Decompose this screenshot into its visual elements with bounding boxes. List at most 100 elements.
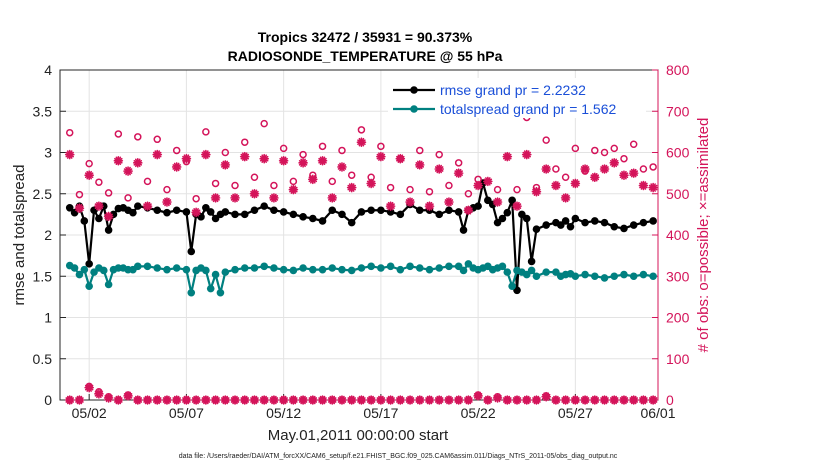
- x-tick-label: 05/22: [461, 405, 496, 421]
- obs-assimilated-point: [269, 395, 279, 405]
- obs-assimilated-point: [171, 395, 182, 405]
- obs-possible-point: [192, 194, 200, 203]
- obs-assimilated-point: [424, 395, 435, 405]
- obs-assimilated-point: [298, 395, 308, 405]
- obs-assimilated-point: [502, 151, 513, 162]
- obs-possible-point: [124, 194, 132, 202]
- obs-assimilated-point: [453, 168, 464, 178]
- obs-possible-point: [629, 140, 638, 148]
- data-point: [581, 270, 589, 279]
- y-tick-label-left: 1.5: [33, 268, 53, 284]
- obs-assimilated-point: [395, 395, 406, 405]
- obs-possible-point: [143, 177, 152, 186]
- data-point: [187, 247, 196, 256]
- data-point: [415, 206, 424, 215]
- obs-assimilated-point: [191, 207, 201, 218]
- data-point: [459, 266, 468, 275]
- data-point: [318, 265, 327, 274]
- obs-assimilated-point: [162, 395, 172, 405]
- y-tick-label-left: 1: [44, 310, 52, 326]
- obs-assimilated-point: [648, 395, 658, 405]
- data-point: [498, 214, 507, 223]
- data-point: [571, 272, 580, 281]
- y-tick-label-right: 400: [666, 227, 690, 243]
- obs-possible-point: [153, 135, 161, 144]
- data-point: [649, 272, 657, 281]
- obs-possible-point: [435, 150, 443, 159]
- data-point: [250, 264, 259, 272]
- obs-possible-point: [561, 173, 570, 181]
- obs-assimilated-point: [337, 162, 347, 172]
- data-point: [197, 213, 205, 221]
- obs-assimilated-point: [502, 395, 513, 405]
- obs-assimilated-point: [337, 395, 347, 405]
- data-point: [629, 272, 638, 281]
- data-point: [649, 217, 657, 225]
- obs-assimilated-point: [162, 197, 172, 207]
- data-point: [377, 264, 385, 272]
- data-point: [299, 213, 307, 221]
- obs-assimilated-point: [492, 197, 503, 207]
- grid: [60, 69, 659, 401]
- y-axis-left: 0 0.5 1 1.5 2 2.5 3 3.5 4: [33, 62, 66, 408]
- obs-possible-point: [542, 136, 550, 144]
- data-point: [85, 260, 93, 268]
- obs-assimilated-point: [376, 395, 386, 405]
- data-point: [445, 262, 453, 271]
- obs-assimilated-point: [531, 395, 542, 405]
- obs-possible-point: [260, 119, 268, 128]
- data-point: [211, 270, 220, 279]
- obs-assimilated-point: [181, 395, 192, 405]
- obs-assimilated-point: [492, 393, 503, 403]
- data-point: [80, 265, 89, 274]
- obs-assimilated-point: [385, 395, 396, 405]
- obs-possible-point: [591, 146, 599, 155]
- legend-label: rmse grand pr = 2.2232: [440, 82, 586, 98]
- y-tick-label-right: 300: [666, 268, 690, 284]
- y-tick-label-left: 2: [44, 227, 52, 243]
- data-point: [129, 208, 137, 217]
- obs-possible-point: [270, 181, 278, 190]
- data-point: [328, 206, 337, 215]
- obs-possible-point: [172, 146, 181, 155]
- obs-possible-point: [318, 142, 327, 151]
- obs-assimilated-point: [103, 393, 114, 403]
- y-tick-label-right: 600: [666, 145, 690, 161]
- data-point: [590, 217, 599, 225]
- data-point: [503, 208, 512, 217]
- obs-assimilated-point: [74, 395, 85, 405]
- obs-assimilated-point: [628, 395, 639, 405]
- y-tick-label-right: 200: [666, 310, 690, 326]
- obs-assimilated-point: [210, 395, 221, 405]
- data-point: [435, 210, 444, 219]
- obs-assimilated-point: [599, 395, 610, 405]
- obs-assimilated-point: [327, 395, 338, 405]
- obs-assimilated-point: [580, 164, 590, 174]
- data-point: [527, 266, 536, 275]
- obs-assimilated-point: [638, 395, 649, 405]
- data-point: [396, 210, 405, 219]
- obs-assimilated-point: [84, 170, 94, 180]
- obs-assimilated-point: [356, 395, 367, 405]
- obs-assimilated-point: [376, 151, 386, 162]
- data-point: [357, 264, 366, 272]
- obs-assimilated-point: [560, 193, 571, 203]
- data-point: [498, 262, 507, 271]
- obs-assimilated-point: [74, 203, 85, 213]
- data-point: [187, 288, 196, 297]
- obs-possible-point: [250, 173, 259, 181]
- data-point: [459, 226, 468, 234]
- data-point: [610, 222, 619, 231]
- obs-assimilated-point: [356, 137, 367, 147]
- y-tick-label-left: 4: [44, 62, 52, 78]
- data-point: [70, 208, 79, 217]
- x-tick-label: 05/27: [558, 405, 593, 421]
- data-point: [425, 265, 434, 274]
- obs-assimilated-point: [123, 166, 133, 176]
- footnote: data file: /Users/raeder/DAI/ATM_forcXX/…: [179, 453, 618, 460]
- data-point: [435, 264, 444, 272]
- obs-assimilated-point: [220, 160, 231, 170]
- obs-possible-point: [299, 150, 307, 159]
- obs-assimilated-point: [619, 170, 629, 180]
